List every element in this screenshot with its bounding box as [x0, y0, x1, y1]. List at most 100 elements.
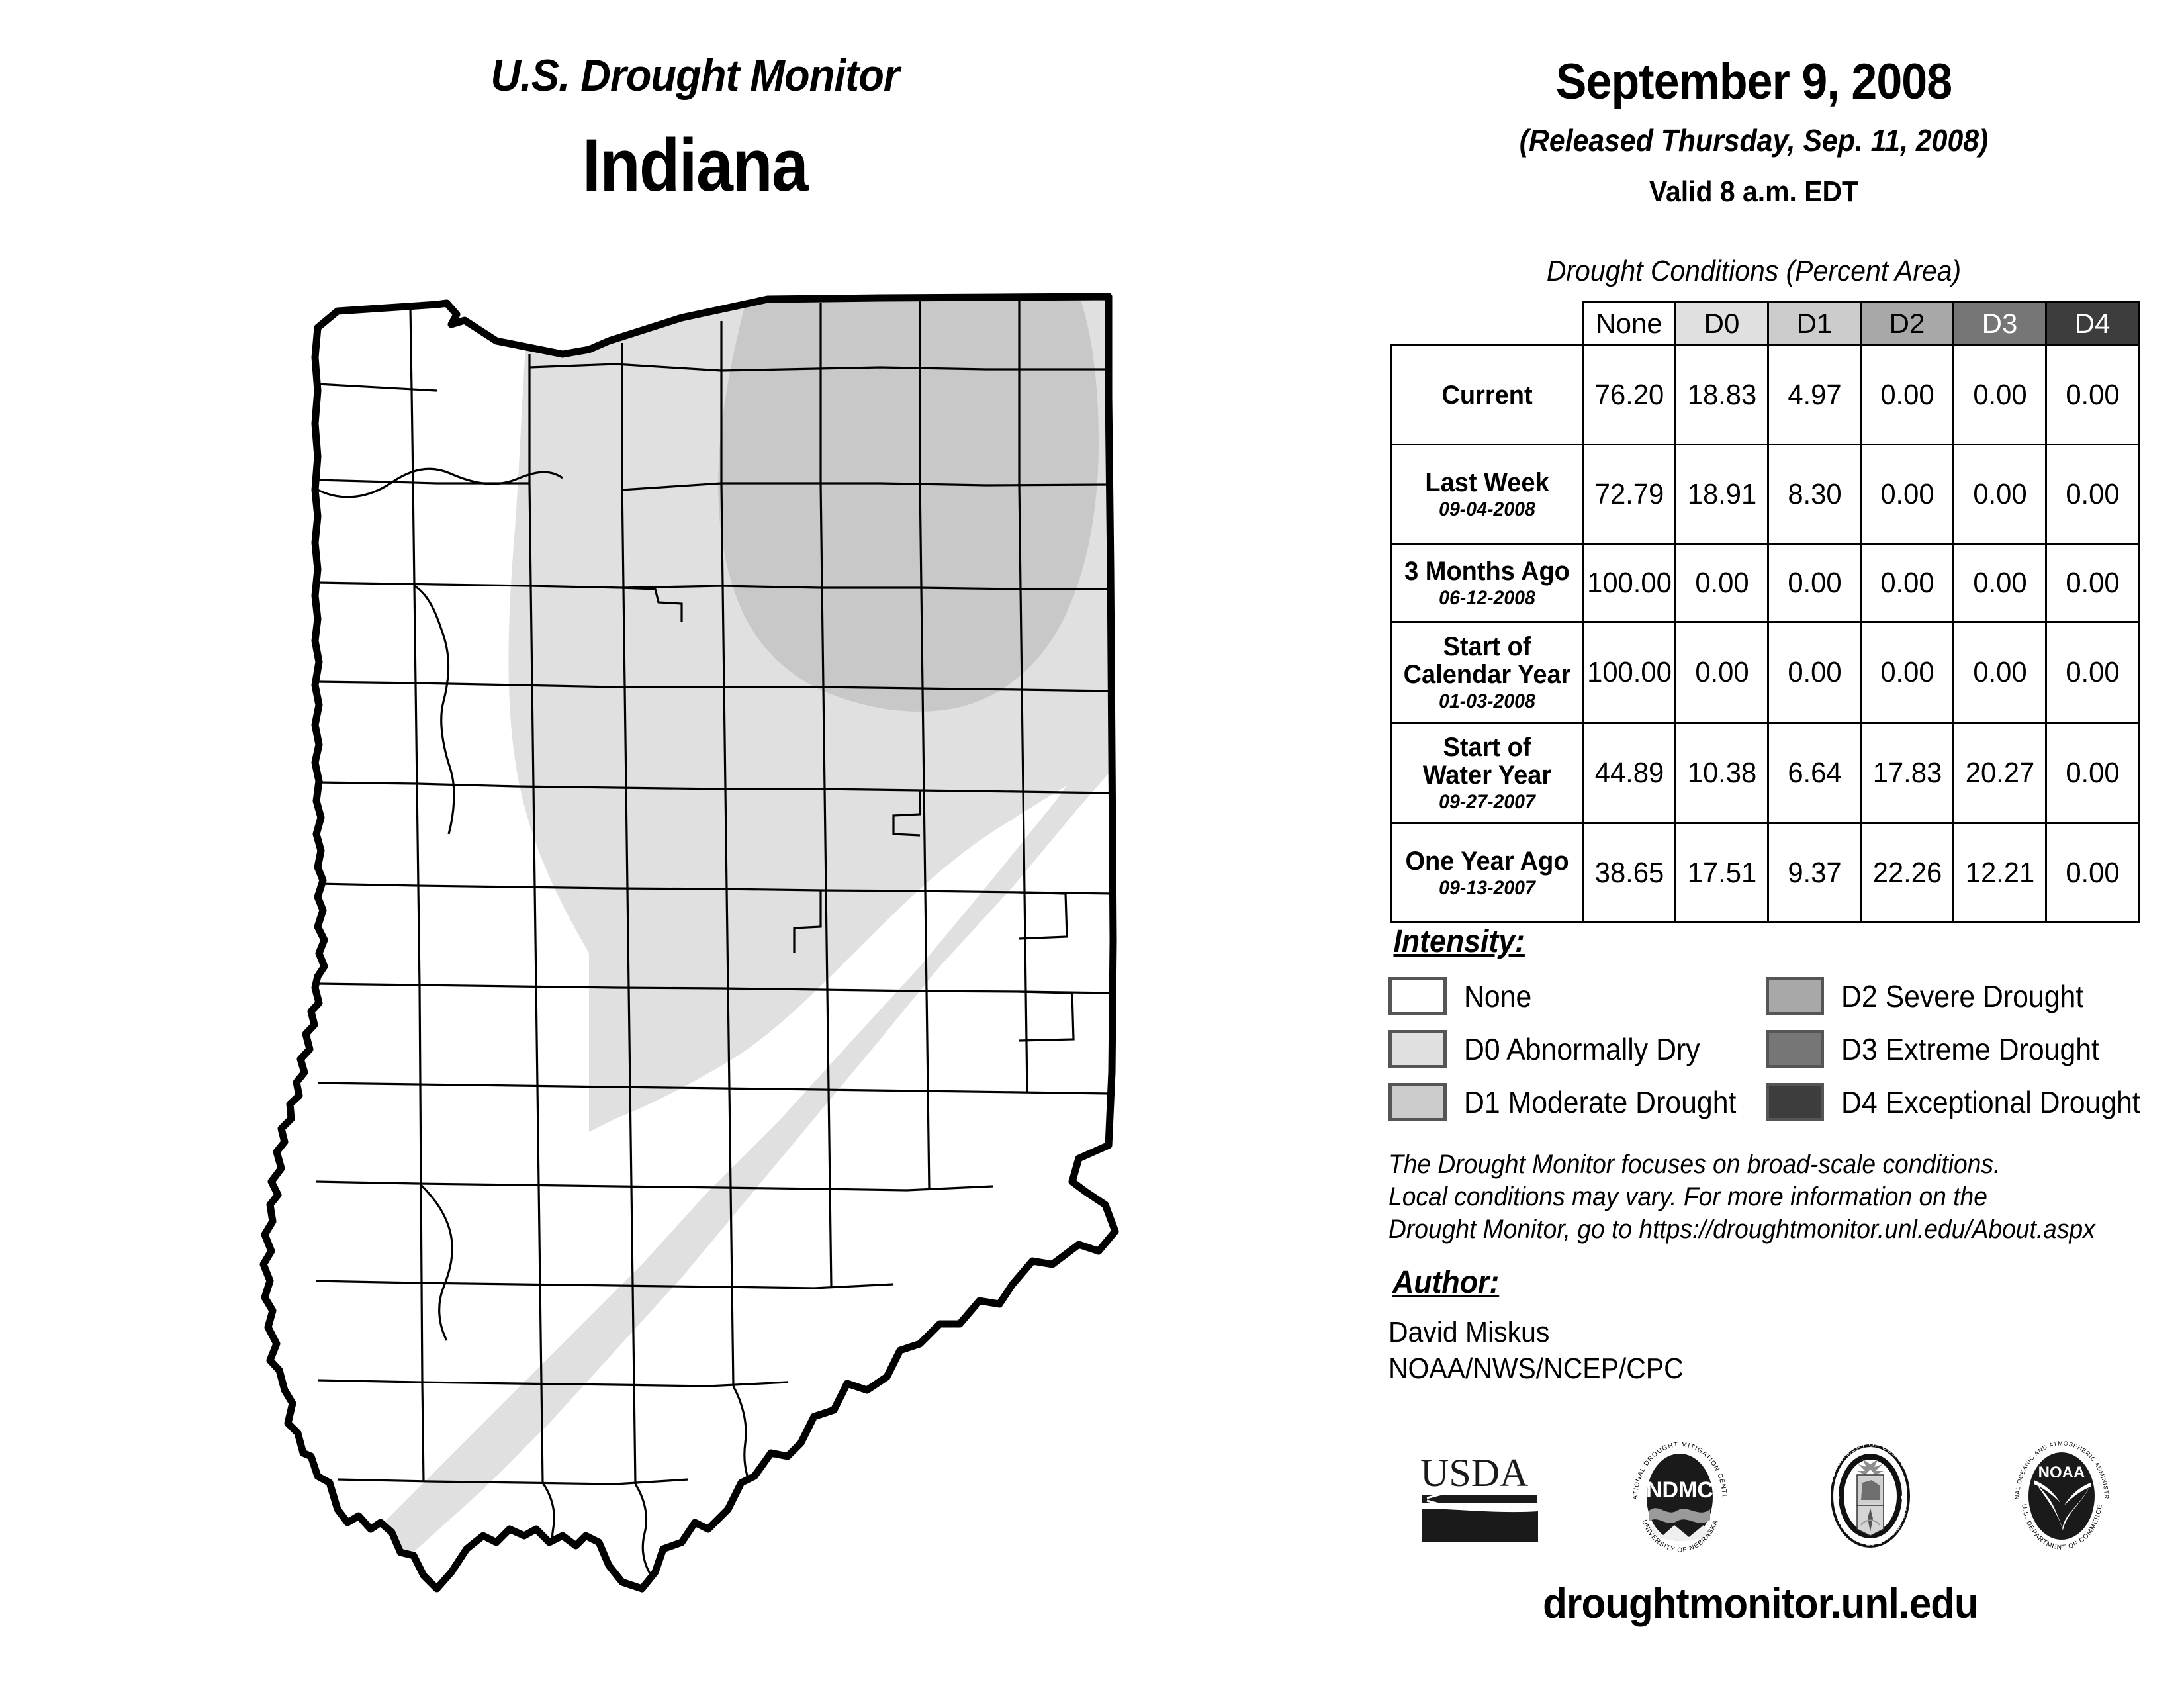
drought-map	[218, 291, 1165, 1609]
table-row: One Year Ago 09-13-2007 38.65 17.51 9.37…	[1391, 822, 2139, 923]
cell-current-d2: 0.00	[1862, 344, 1952, 445]
col-header-d1: D1	[1767, 301, 1862, 346]
report-date: September 9, 2008	[1555, 54, 1952, 110]
row-date-start-calendar-year: 01-03-2008	[1438, 690, 1535, 712]
swatch-d4	[1766, 1083, 1824, 1121]
row-date-one-year-ago: 09-13-2007	[1438, 876, 1535, 899]
table-header-row: None D0 D1 D2 D3 D4	[1391, 301, 2140, 346]
logo-row: USDA NDMC NATIONAL DROUGHT MITIGATION CE	[1377, 1433, 2158, 1559]
legend-title: Intensity:	[1393, 924, 1525, 959]
legend-row: D1 Moderate Drought D4 Exceptional Droug…	[1388, 1076, 2156, 1129]
cell-wy-d2: 17.83	[1862, 722, 1952, 824]
swatch-d2	[1766, 977, 1824, 1015]
ndmc-logo: NDMC NATIONAL DROUGHT MITIGATION CENTER …	[1625, 1436, 1735, 1556]
row-label-one-year-ago: One Year Ago 09-13-2007	[1394, 822, 1579, 923]
intensity-legend: None D2 Severe Drought D0 Abnormally Dry…	[1388, 970, 2156, 1129]
table-caption: Drought Conditions (Percent Area)	[1546, 255, 1962, 287]
cell-lastweek-d0: 18.91	[1676, 444, 1767, 545]
legend-row: None D2 Severe Drought	[1388, 970, 2156, 1023]
cell-1yr-none: 38.65	[1584, 822, 1674, 923]
cell-wy-d1: 6.64	[1769, 722, 1860, 824]
cell-current-d3: 0.00	[1954, 344, 2045, 445]
svg-text:NDMC: NDMC	[1646, 1477, 1713, 1503]
doc-logo: DEPARTMENT OF COMMERCE UNITED STATES OF …	[1816, 1436, 1925, 1556]
row-label-3-months-ago: 3 Months Ago 06-12-2008	[1394, 543, 1579, 623]
valid-time: Valid 8 a.m. EDT	[1649, 175, 1859, 208]
table-row: Current 76.20 18.83 4.97 0.00 0.00 0.00	[1391, 344, 2139, 445]
legend-item-d3: D3 Extreme Drought	[1766, 1030, 2143, 1068]
cell-3mo-d4: 0.00	[2047, 543, 2138, 623]
cell-cy-d2: 0.00	[1862, 621, 1952, 724]
drought-conditions-table: None D0 D1 D2 D3 D4 Current 76.20 18.83 …	[1390, 301, 2140, 923]
cell-3mo-none: 100.00	[1584, 543, 1674, 623]
legend-label-none: None	[1464, 979, 1532, 1013]
legend-label-d3: D3 Extreme Drought	[1841, 1032, 2099, 1066]
cell-1yr-d2: 22.26	[1862, 822, 1952, 923]
table-row: Start of Water Year 09-27-2007 44.89 10.…	[1391, 722, 2139, 824]
disclaimer-line-2: Local conditions may vary. For more info…	[1388, 1182, 1987, 1211]
legend-label-d1: D1 Moderate Drought	[1464, 1085, 1737, 1119]
col-header-none: None	[1582, 301, 1676, 346]
cell-3mo-d0: 0.00	[1676, 543, 1767, 623]
row-date-last-week: 09-04-2008	[1438, 498, 1535, 520]
d1-region-north	[682, 297, 1099, 712]
row-date-start-water-year: 09-27-2007	[1438, 790, 1535, 813]
legend-item-d4: D4 Exceptional Drought	[1766, 1083, 2143, 1121]
cell-wy-d0: 10.38	[1676, 722, 1767, 824]
author-name: David Miskus	[1388, 1316, 1550, 1348]
disclaimer-text: The Drought Monitor focuses on broad-sca…	[1388, 1149, 2115, 1245]
cell-3mo-d1: 0.00	[1769, 543, 1860, 623]
cell-current-none: 76.20	[1584, 344, 1674, 445]
cell-lastweek-d3: 0.00	[1954, 444, 2045, 545]
legend-label-d0: D0 Abnormally Dry	[1464, 1032, 1700, 1066]
cell-lastweek-d2: 0.00	[1862, 444, 1952, 545]
cell-wy-none: 44.89	[1584, 722, 1674, 824]
legend-label-d2: D2 Severe Drought	[1841, 979, 2084, 1013]
swatch-d1	[1388, 1083, 1447, 1121]
cell-current-d1: 4.97	[1769, 344, 1860, 445]
release-date: (Released Thursday, Sep. 11, 2008)	[1519, 123, 1989, 158]
legend-label-d4: D4 Exceptional Drought	[1841, 1085, 2140, 1119]
header-corner-blank	[1391, 303, 1583, 346]
info-panel: September 9, 2008 (Released Thursday, Se…	[1363, 0, 2171, 1688]
noaa-logo: NOAA NATIONAL OCEANIC AND ATMOSPHERIC AD…	[2007, 1436, 2116, 1556]
author-title: Author:	[1392, 1265, 1500, 1300]
website-url[interactable]: droughtmonitor.unl.edu	[1543, 1579, 1979, 1627]
disclaimer-line-3: Drought Monitor, go to https://droughtmo…	[1388, 1214, 2095, 1244]
cell-1yr-d4: 0.00	[2047, 822, 2138, 923]
cell-1yr-d0: 17.51	[1676, 822, 1767, 923]
d0-region-southeast	[334, 675, 1115, 1589]
cell-current-d0: 18.83	[1676, 344, 1767, 445]
swatch-d0	[1388, 1030, 1447, 1068]
cell-lastweek-d4: 0.00	[2047, 444, 2138, 545]
legend-item-none: None	[1388, 977, 1766, 1015]
col-header-d2: D2	[1860, 301, 1954, 346]
cell-cy-d1: 0.00	[1769, 621, 1860, 724]
col-header-d0: D0	[1674, 301, 1769, 346]
swatch-d3	[1766, 1030, 1824, 1068]
cell-cy-d0: 0.00	[1676, 621, 1767, 724]
state-title: Indiana	[582, 124, 809, 207]
author-affiliation: NOAA/NWS/NCEP/CPC	[1388, 1352, 1684, 1385]
county-boundaries	[316, 298, 1114, 1577]
row-label-start-water-year: Start of Water Year 09-27-2007	[1394, 722, 1579, 824]
cell-lastweek-none: 72.79	[1584, 444, 1674, 545]
row-label-line1: Start of Water Year	[1422, 732, 1551, 790]
state-outline	[259, 293, 1119, 1593]
program-title: U.S. Drought Monitor	[490, 50, 899, 101]
svg-text:USDA: USDA	[1420, 1451, 1528, 1495]
row-label-start-calendar-year: Start of Calendar Year 01-03-2008	[1394, 621, 1579, 724]
cell-wy-d4: 0.00	[2047, 722, 2138, 824]
legend-item-d2: D2 Severe Drought	[1766, 977, 2143, 1015]
svg-text:NOAA: NOAA	[2038, 1464, 2085, 1481]
cell-cy-d3: 0.00	[1954, 621, 2045, 724]
swatch-none	[1388, 977, 1447, 1015]
cell-lastweek-d1: 8.30	[1769, 444, 1860, 545]
table-row: 3 Months Ago 06-12-2008 100.00 0.00 0.00…	[1391, 543, 2139, 623]
legend-item-d1: D1 Moderate Drought	[1388, 1083, 1766, 1121]
disclaimer-line-1: The Drought Monitor focuses on broad-sca…	[1388, 1150, 2001, 1179]
table-row: Last Week 09-04-2008 72.79 18.91 8.30 0.…	[1391, 444, 2139, 545]
row-label-current: Current	[1394, 344, 1579, 445]
legend-row: D0 Abnormally Dry D3 Extreme Drought	[1388, 1023, 2156, 1076]
author-block: David Miskus NOAA/NWS/NCEP/CPC	[1388, 1314, 1684, 1387]
